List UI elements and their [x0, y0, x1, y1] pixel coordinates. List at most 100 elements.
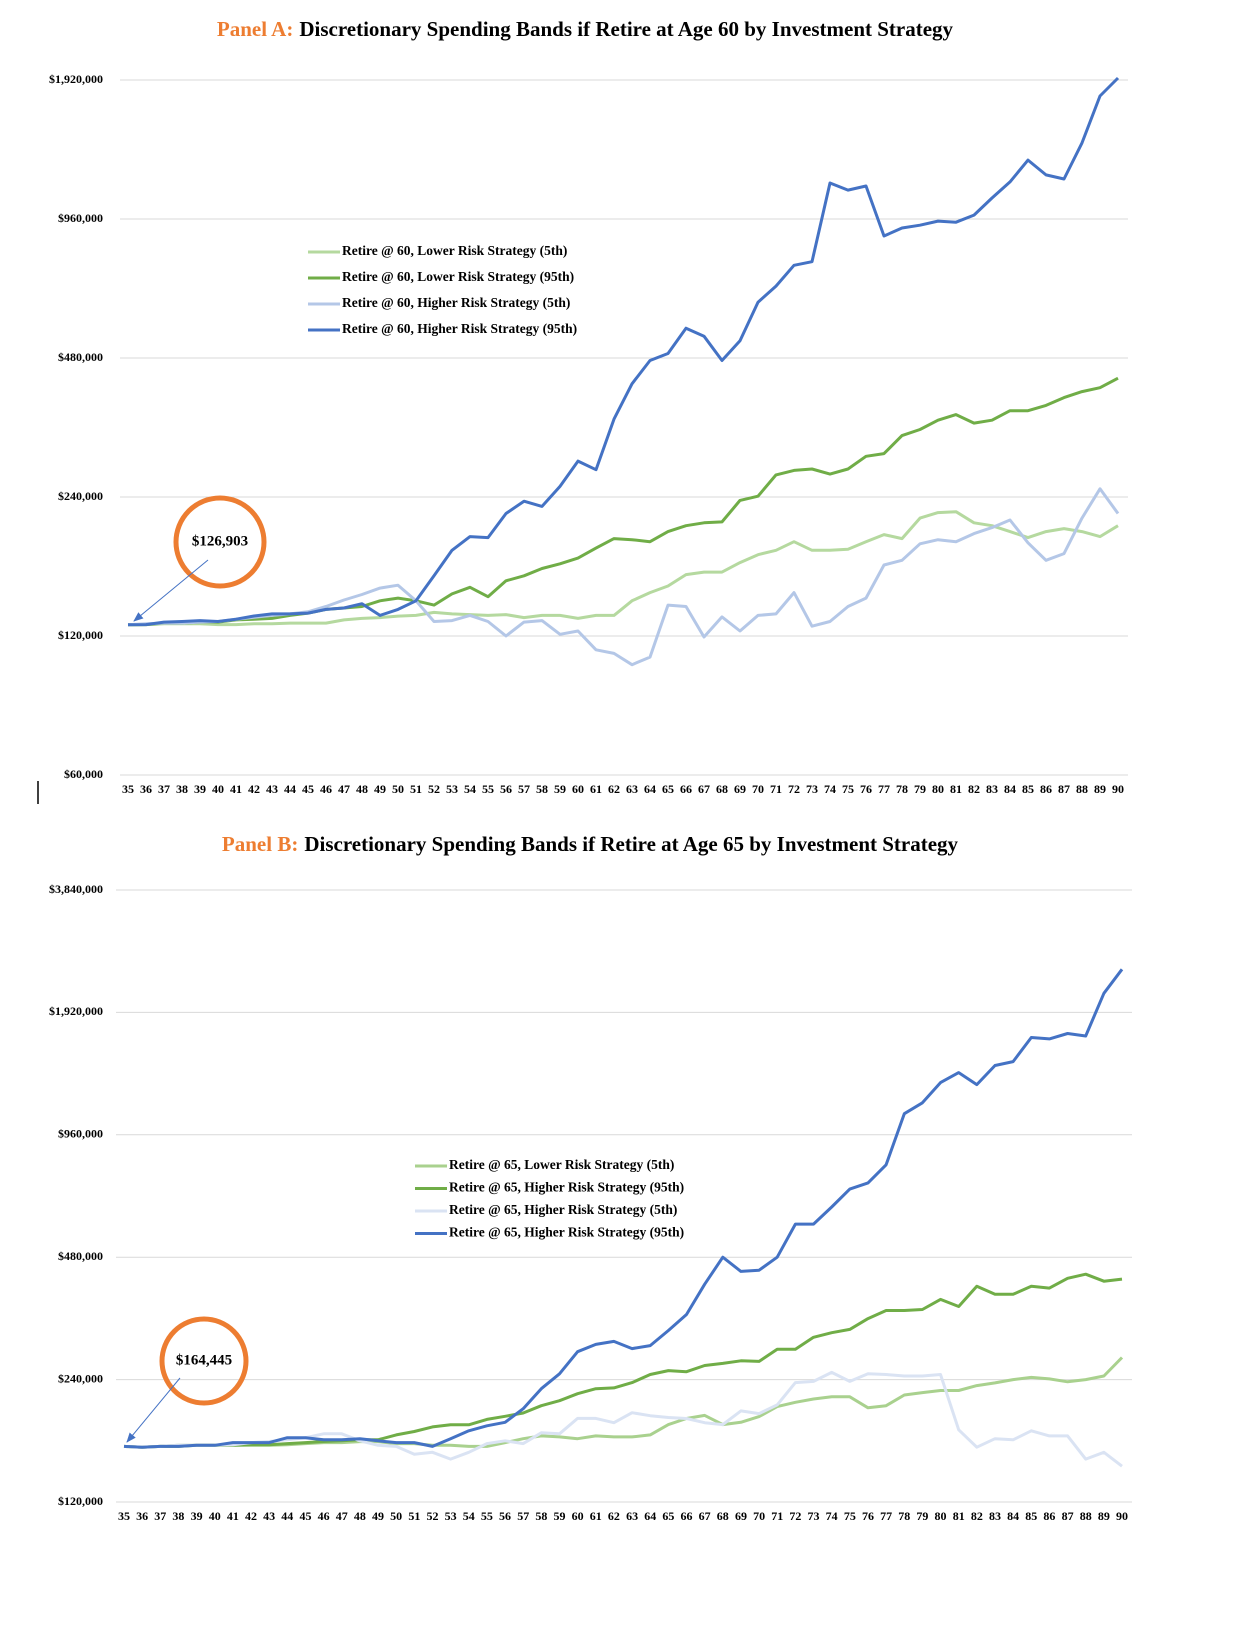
x-tick-label: 73: [806, 782, 818, 796]
series-line: [127, 76, 1120, 627]
x-tick-label: 44: [284, 782, 296, 796]
x-tick-label: 47: [338, 782, 350, 796]
legend-label: Retire @ 65, Higher Risk Strategy (95th): [449, 1225, 684, 1240]
x-tick-label: 57: [518, 782, 530, 796]
x-tick-label: 47: [336, 1509, 348, 1523]
x-tick-label: 61: [590, 1509, 602, 1523]
x-tick-label: 71: [770, 782, 782, 796]
annotation-label: $126,903: [192, 533, 248, 549]
x-tick-label: 63: [626, 782, 638, 796]
x-tick-label: 57: [517, 1509, 529, 1523]
x-tick-label: 68: [717, 1509, 729, 1523]
chart-title: Panel A: Discretionary Spending Bands if …: [217, 17, 954, 41]
x-tick-label: 68: [716, 782, 728, 796]
x-tick-label: 69: [734, 782, 746, 796]
series-line: [127, 510, 1119, 627]
x-tick-label: 83: [989, 1509, 1001, 1523]
x-tick-label: 88: [1076, 782, 1088, 796]
x-tick-label: 51: [408, 1509, 420, 1523]
x-tick-label: 72: [788, 782, 800, 796]
x-tick-label: 64: [644, 1509, 656, 1523]
chart-title: Panel B: Discretionary Spending Bands if …: [222, 832, 959, 856]
x-tick-label: 76: [860, 782, 872, 796]
x-tick-label: 36: [140, 782, 152, 796]
x-tick-label: 86: [1043, 1509, 1055, 1523]
x-tick-label: 80: [932, 782, 944, 796]
x-tick-label: 70: [753, 1509, 765, 1523]
x-tick-label: 40: [209, 1509, 221, 1523]
x-tick-label: 38: [172, 1509, 184, 1523]
y-tick-label: $480,000: [58, 1249, 103, 1263]
x-tick-label: 78: [896, 782, 908, 796]
x-tick-label: 84: [1007, 1509, 1019, 1523]
x-tick-label: 82: [968, 782, 980, 796]
x-tick-label: 89: [1098, 1509, 1110, 1523]
x-tick-label: 86: [1040, 782, 1052, 796]
y-tick-label: $3,840,000: [49, 882, 103, 896]
x-tick-label: 66: [681, 1509, 693, 1523]
x-tick-label: 66: [680, 782, 692, 796]
legend-label: Retire @ 65, Lower Risk Strategy (5th): [449, 1157, 674, 1172]
series-line: [127, 376, 1119, 627]
x-tick-label: 72: [789, 1509, 801, 1523]
legend-label: Retire @ 60, Lower Risk Strategy (95th): [342, 269, 574, 284]
x-tick-label: 81: [953, 1509, 965, 1523]
x-tick-label: 82: [971, 1509, 983, 1523]
x-tick-label: 69: [735, 1509, 747, 1523]
x-tick-label: 49: [372, 1509, 384, 1523]
x-tick-label: 48: [356, 782, 368, 796]
x-tick-label: 40: [212, 782, 224, 796]
x-tick-label: 56: [499, 1509, 511, 1523]
x-tick-label: 85: [1025, 1509, 1037, 1523]
x-tick-label: 39: [191, 1509, 203, 1523]
x-tick-label: 77: [878, 782, 890, 796]
x-tick-label: 35: [122, 782, 134, 796]
x-tick-label: 60: [572, 782, 584, 796]
x-tick-label: 42: [245, 1509, 257, 1523]
legend-label: Retire @ 60, Higher Risk Strategy (95th): [342, 321, 577, 336]
x-tick-label: 85: [1022, 782, 1034, 796]
series-line: [127, 487, 1120, 667]
x-tick-label: 76: [862, 1509, 874, 1523]
series-line: [123, 1370, 1123, 1468]
x-tick-label: 87: [1062, 1509, 1074, 1523]
y-tick-label: $120,000: [58, 1494, 103, 1508]
x-tick-label: 36: [136, 1509, 148, 1523]
y-tick-label: $1,920,000: [49, 72, 103, 86]
x-tick-label: 58: [535, 1509, 547, 1523]
legend-label: Retire @ 60, Higher Risk Strategy (5th): [342, 295, 570, 310]
x-tick-label: 37: [158, 782, 170, 796]
x-tick-label: 41: [230, 782, 242, 796]
x-tick-label: 65: [662, 1509, 674, 1523]
x-tick-label: 67: [699, 1509, 711, 1523]
annotation-circle: [173, 495, 267, 589]
x-tick-label: 41: [227, 1509, 239, 1523]
x-tick-label: 60: [572, 1509, 584, 1523]
x-tick-label: 44: [281, 1509, 293, 1523]
x-tick-label: 61: [590, 782, 602, 796]
x-tick-label: 45: [302, 782, 314, 796]
x-tick-label: 56: [500, 782, 512, 796]
series-line: [123, 968, 1124, 1449]
x-tick-label: 50: [392, 782, 404, 796]
x-tick-label: 53: [446, 782, 458, 796]
x-tick-label: 48: [354, 1509, 366, 1523]
y-tick-label: $960,000: [58, 1127, 103, 1141]
title-text: Discretionary Spending Bands if Retire a…: [299, 17, 953, 41]
y-tick-label: $240,000: [58, 1371, 103, 1385]
x-tick-label: 55: [481, 1509, 493, 1523]
x-tick-label: 78: [898, 1509, 910, 1523]
y-tick-label: $960,000: [58, 211, 103, 225]
x-tick-label: 64: [644, 782, 656, 796]
x-tick-label: 46: [320, 782, 332, 796]
x-tick-label: 42: [248, 782, 260, 796]
x-tick-label: 35: [118, 1509, 130, 1523]
x-tick-label: 54: [463, 1509, 475, 1523]
x-tick-label: 52: [428, 782, 440, 796]
x-tick-label: 50: [390, 1509, 402, 1523]
x-tick-label: 70: [752, 782, 764, 796]
x-tick-label: 39: [194, 782, 206, 796]
x-tick-label: 75: [844, 1509, 856, 1523]
y-tick-label: $120,000: [58, 628, 103, 642]
